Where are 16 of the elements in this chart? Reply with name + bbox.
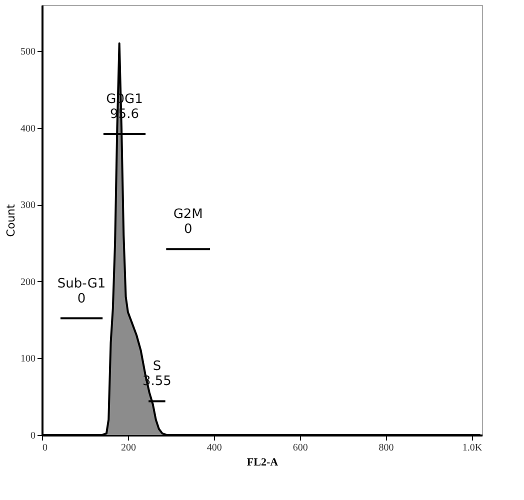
y-axis-title: Count [4,203,18,237]
y-tick-label: 200 [20,276,36,288]
x-tick-label: 800 [378,442,394,454]
y-tick-label: 100 [20,354,36,365]
annotation: G2M 0 [173,207,203,238]
annotation: Sub-G1 0 [57,276,106,306]
y-tick-label: 400 [20,123,36,134]
x-tick-label: 0 [42,442,48,454]
x-tick-label: 200 [120,442,136,454]
x-tick-label: 1.0K [462,442,483,454]
x-tick-label: 600 [292,442,308,454]
y-tick-label: 500 [20,46,36,58]
x-tick-label: 400 [206,442,222,454]
y-tick-label: 0 [30,430,36,442]
y-tick-label: 300 [20,200,36,212]
x-axis-title: FL2-A [246,456,278,468]
